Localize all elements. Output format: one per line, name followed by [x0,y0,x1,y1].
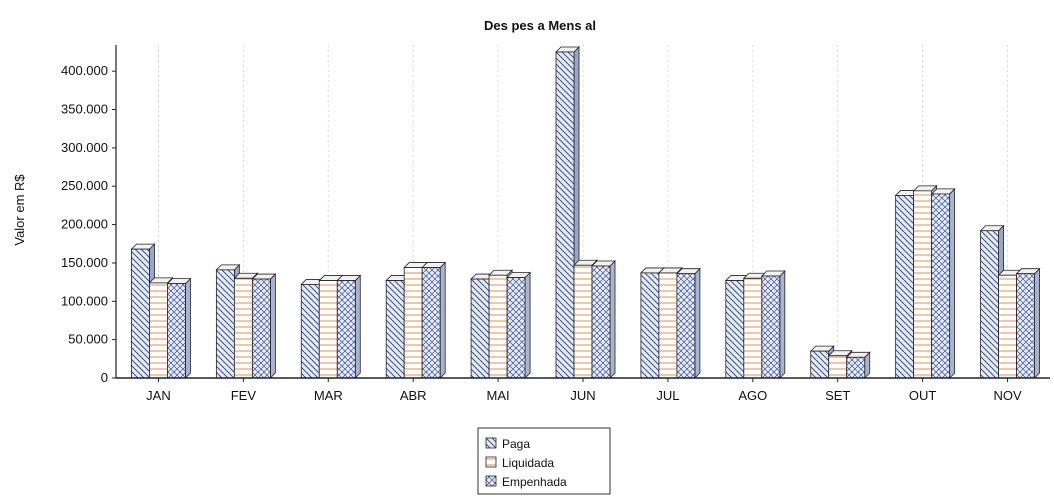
y-tick-label: 0 [101,370,108,385]
x-tick-label: OUT [909,388,937,403]
x-tick-label: ABR [400,388,427,403]
legend-swatch [485,456,497,468]
x-tick-label: FEV [231,388,257,403]
y-tick-label: 50.000 [68,332,108,347]
x-tick-label: MAR [314,388,343,403]
y-ticks: 0 50.000 100.000 150.000 200.000 250.000 300.0… [61,63,116,385]
legend-entry-paga: Paga [485,437,530,451]
x-ticks: JAN FEV MAR ABR MAI JUN JUL AGO SET OUT NOV [146,378,1022,403]
x-tick-label: SET [825,388,850,403]
legend-entry-empenhada: Empenhada [485,475,567,489]
y-axis-label: Valor em R$ [12,174,27,246]
legend-box [477,427,611,495]
legend-swatch [485,437,497,449]
legend-swatch [485,475,497,487]
legend: Paga Liquidada Empenhada [477,427,611,495]
x-tick-label: AGO [738,388,767,403]
y-tick-label: 250.000 [61,178,108,193]
bar-empenhada-out [930,187,956,379]
grid-lines [158,45,1008,378]
y-tick-label: 300.000 [61,140,108,155]
x-tick-label: JUL [656,388,679,403]
bar-empenhada-ago [760,270,786,379]
y-tick-label: 350.000 [61,102,108,117]
bars [130,46,1041,379]
bar-empenhada-abr [421,261,447,379]
bar-empenhada-nov [1015,267,1041,379]
y-tick-label: 150.000 [61,255,108,270]
legend-label: Empenhada [502,475,567,489]
bar-empenhada-jul [675,267,701,379]
bar-empenhada-set [845,351,871,379]
bar-empenhada-jan [166,277,192,379]
x-tick-label: NOV [993,388,1022,403]
y-tick-label: 400.000 [61,63,108,78]
bar-empenhada-jun [591,260,616,379]
x-tick-label: JUN [570,388,595,403]
bar-empenhada-mai [506,271,532,379]
y-tick-label: 200.000 [61,217,108,232]
chart-title: Des pes a Mens al [484,18,596,33]
x-tick-label: JAN [146,388,171,403]
bar-empenhada-mar [336,274,362,379]
y-tick-label: 100.000 [61,293,108,308]
x-tick-label: MAI [487,388,510,403]
legend-label: Liquidada [502,456,554,470]
bar-empenhada-fev [251,273,277,379]
legend-label: Paga [502,437,530,451]
legend-entry-liquidada: Liquidada [485,456,554,470]
